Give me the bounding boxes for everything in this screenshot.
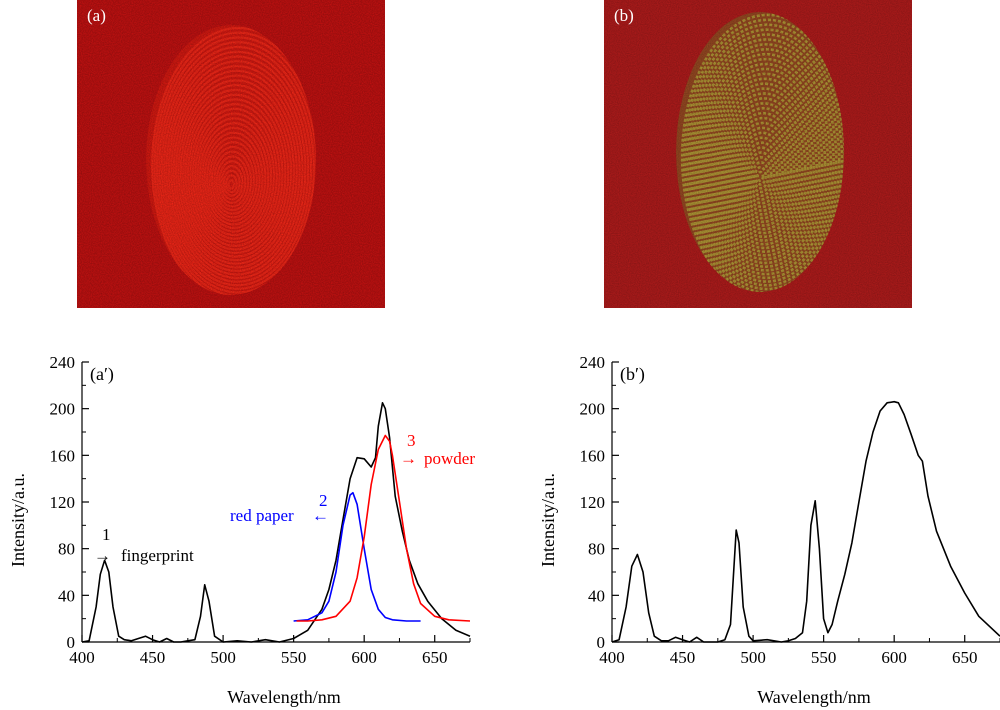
fingerprint-photo-a: (a) [77, 0, 385, 308]
spectrum-svg-b: 0 40 80 120 160 200 240 400 450 500 550 600 650 (b′)… [538, 353, 1000, 707]
annotation-2-text: red paper [230, 506, 294, 525]
panel-label-a: (a′) [90, 364, 114, 385]
x-tick-label: 550 [281, 648, 307, 667]
annotation-3-arrow: → [400, 449, 417, 468]
annotation-1-text: fingerprint [121, 546, 194, 565]
x-axis-title-b: Wavelength/nm [757, 687, 871, 707]
x-tick-label: 600 [351, 648, 377, 667]
fingerprint-image-b [604, 0, 912, 308]
fingerprint-photo-b: (b) [604, 0, 912, 308]
series-line-2 [293, 491, 421, 622]
y-axis-title-b: Intensity/a.u. [538, 473, 558, 567]
y-tick-label: 80 [588, 540, 605, 559]
y-axis-title-a: Intensity/a.u. [8, 473, 28, 567]
spectrum-svg-a: 0 40 80 120 160 200 240 400 450 500 550 600 650 (a′)… [8, 353, 475, 707]
y-tick-label: 40 [588, 586, 605, 605]
y-tick-label: 160 [50, 446, 76, 465]
y-tick-label: 0 [67, 633, 76, 652]
series-line-1 [81, 401, 471, 643]
spectrum-chart-a: 0 40 80 120 160 200 240 400 450 500 550 600 650 (a′)… [0, 340, 475, 710]
annotation-1-number: 1 [102, 525, 111, 544]
x-tick-label: 650 [952, 648, 978, 667]
annotation-3-number: 3 [407, 431, 416, 450]
x-tick-label: 400 [599, 648, 625, 667]
x-tick-label: 600 [881, 648, 907, 667]
x-tick-label: 500 [740, 648, 766, 667]
y-tick-label: 160 [580, 446, 606, 465]
annotation-2-number: 2 [319, 491, 328, 510]
y-tick-label: 120 [580, 493, 606, 512]
x-tick-label: 650 [422, 648, 448, 667]
fingerprint-image-a [77, 0, 385, 308]
y-tick-label: 200 [50, 400, 76, 419]
annotation-3-text: powder [424, 449, 475, 468]
y-tick-label: 0 [597, 633, 606, 652]
x-tick-label: 550 [811, 648, 837, 667]
x-axis-title-a: Wavelength/nm [227, 687, 341, 707]
panel-label-b: (b′) [620, 364, 645, 385]
spectrum-chart-b: 0 40 80 120 160 200 240 400 450 500 550 600 650 (b′)… [530, 340, 1000, 710]
annotation-2-arrow: ← [312, 506, 329, 525]
y-tick-label: 240 [50, 353, 76, 372]
x-tick-label: 400 [69, 648, 95, 667]
series-line-1 [611, 400, 1000, 643]
y-tick-label: 240 [580, 353, 606, 372]
x-tick-label: 450 [670, 648, 696, 667]
y-tick-label: 40 [58, 586, 75, 605]
y-tick-label: 200 [580, 400, 606, 419]
series-line-3 [296, 434, 471, 622]
annotation-1-arrow: → [94, 546, 111, 565]
photo-label-b: (b) [614, 6, 634, 25]
x-tick-label: 500 [210, 648, 236, 667]
y-tick-label: 80 [58, 540, 75, 559]
y-tick-label: 120 [50, 493, 76, 512]
photo-label-a: (a) [87, 6, 106, 25]
x-tick-label: 450 [140, 648, 166, 667]
